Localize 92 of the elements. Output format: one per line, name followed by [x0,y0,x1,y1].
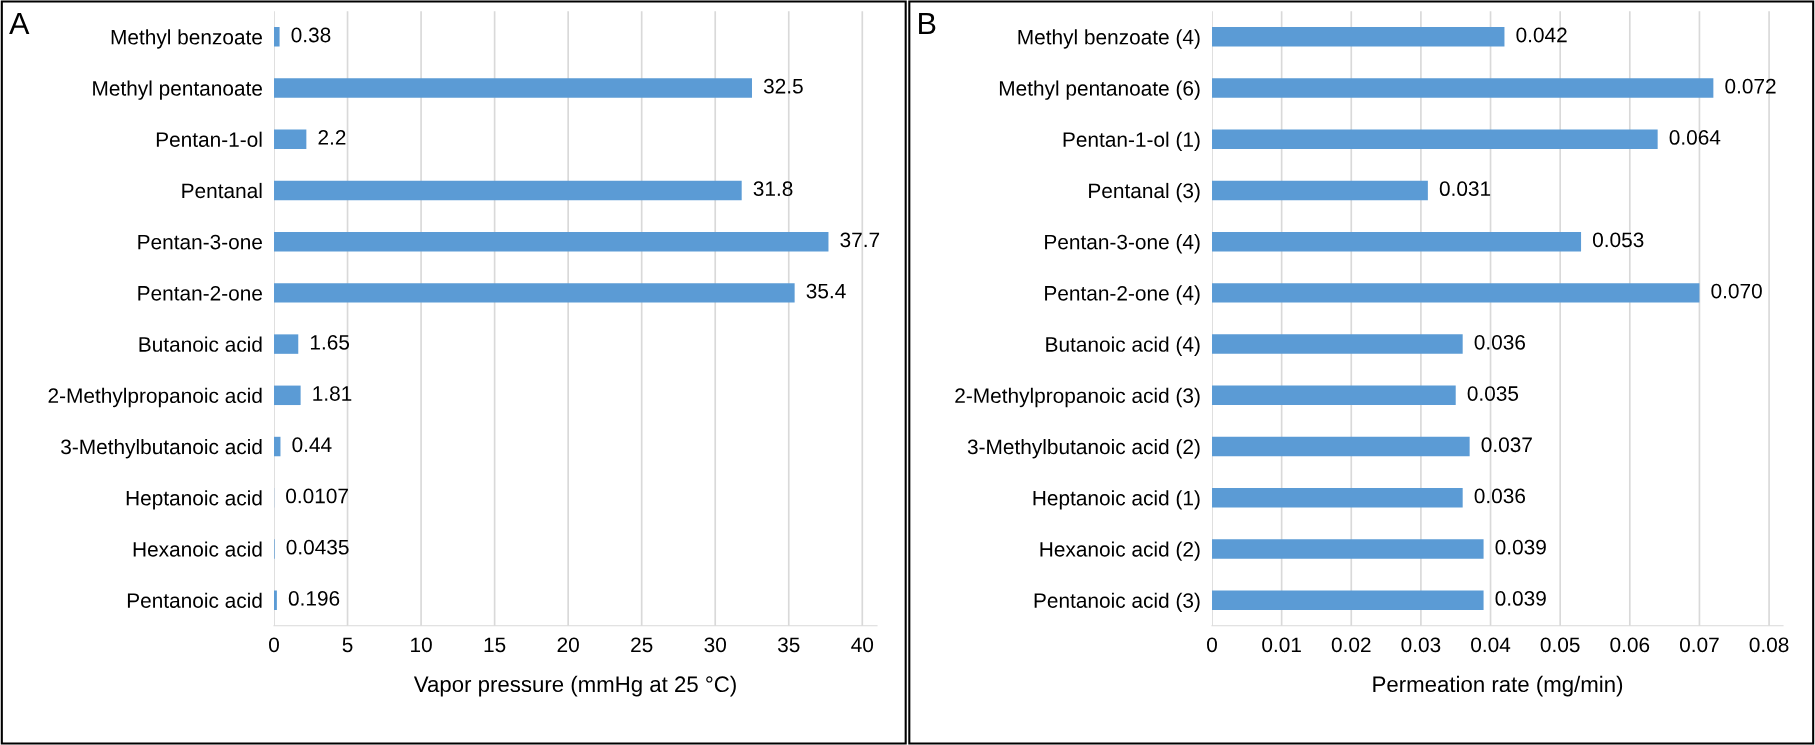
bar [274,27,280,47]
y-tick-label: Pentan-3-one (4) [1045,234,1200,254]
y-tick-label: Heptanoic acid (1) [1033,490,1200,510]
data-label: 0.072 [1725,78,1776,94]
x-tick-label: 15 [484,637,506,653]
data-label: 0.036 [1474,334,1526,350]
x-tick-label: 0.02 [1331,637,1371,653]
y-tick-label: 2-Methylpropanoic acid [48,387,262,408]
y-tick-label: Butanoic acid [139,336,262,352]
x-tick-label: 0.03 [1401,637,1441,653]
data-label: 35.4 [806,283,846,299]
data-label: 0.039 [1495,539,1546,555]
y-tick-label: Pentan-1-ol (1) [1063,131,1200,152]
bar [1212,283,1700,303]
x-axis-title: Permeation rate (mg/min) [1373,675,1623,697]
bar [1212,27,1505,47]
y-tick-label: 2-Methylpropanoic acid (3) [955,387,1200,408]
data-label: 0.38 [291,27,331,43]
y-tick-label: Pentanoic acid [127,592,262,608]
data-label: 0.196 [288,591,340,606]
data-label: 0.070 [1711,283,1762,299]
bar [274,334,299,354]
y-tick-label: Hexanoic acid [133,541,262,557]
y-tick-label: Pentan-2-one (4) [1045,285,1200,305]
bar [1212,334,1463,354]
bar [1212,385,1456,406]
text: B [919,12,936,34]
y-tick-label: 3-Methylbutanoic acid (2) [967,438,1200,459]
y-tick-label: 3-Methylbutanoic acid [61,438,262,459]
data-label: 0.44 [292,437,332,453]
bar [1212,129,1658,149]
bar [274,180,742,201]
bar [274,590,277,610]
data-label: 0.031 [1439,181,1491,197]
data-label: 1.81 [313,386,352,401]
y-tick-label: Pentanal (3) [1089,182,1200,203]
x-tick-label: 40 [851,637,874,653]
x-tick-label: 0.07 [1679,637,1719,653]
data-label: 2.2 [318,130,346,145]
x-tick-label: 35 [777,637,800,653]
bar [1212,180,1428,201]
data-label: 31.8 [753,181,793,197]
x-tick-label: 0.01 [1262,637,1301,653]
data-label: 0.0107 [286,488,348,504]
data-label: 0.053 [1592,232,1644,248]
bar [1212,590,1484,610]
y-tick-label: Butanoic acid (4) [1046,336,1200,356]
bar [1212,539,1484,559]
data-label: 0.035 [1467,386,1519,401]
x-tick-label: 20 [557,637,579,653]
data-label: 0.042 [1516,27,1567,43]
x-tick-label: 0.04 [1471,637,1511,653]
data-label: 0.036 [1474,488,1526,504]
data-label: 0.064 [1669,130,1721,145]
data-label: 32.5 [763,78,803,94]
x-tick-label: 30 [704,637,726,653]
data-label: 0.0435 [286,539,349,555]
bar [274,129,307,149]
x-axis-title: Vapor pressure (mmHg at 25 °C) [413,675,736,697]
x-tick-label: 25 [631,637,653,653]
y-tick-label: Pentan-1-ol [156,131,262,147]
y-tick-label: Methyl benzoate (4) [1018,29,1200,49]
x-tick-label: 0 [1207,637,1217,653]
y-tick-label: Pentan-3-one [138,234,262,250]
x-tick-label: 0 [269,637,279,653]
y-tick-label: Pentanal [182,182,262,199]
y-tick-label: Methyl pentanoate (6) [999,80,1200,100]
y-tick-label: Pentanoic acid (3) [1034,592,1200,613]
x-tick-label: 0.06 [1610,637,1650,653]
x-tick-label: 0.08 [1749,637,1789,653]
x-tick-label: 10 [411,637,432,653]
y-tick-label: Heptanoic acid [126,490,262,510]
bar [274,283,795,303]
bar [1212,488,1463,508]
y-tick-label: Methyl pentanoate [93,80,262,100]
data-label: 1.65 [310,334,350,350]
data-label: 0.039 [1495,591,1546,606]
bar [274,385,301,406]
bar [274,436,281,457]
x-tick-label: 5 [342,637,353,653]
bar [274,78,752,98]
bar [1212,231,1582,252]
y-tick-label: Pentan-2-one [138,285,262,301]
text: A [9,12,30,34]
data-label: 37.7 [840,232,880,248]
data-label: 0.037 [1481,437,1532,453]
bar [1212,78,1714,98]
y-tick-label: Hexanoic acid (2) [1040,541,1200,561]
x-tick-label: 0.05 [1540,637,1580,653]
y-tick-label: Methyl benzoate [111,29,262,49]
bar [274,231,829,252]
bar [1212,436,1470,457]
